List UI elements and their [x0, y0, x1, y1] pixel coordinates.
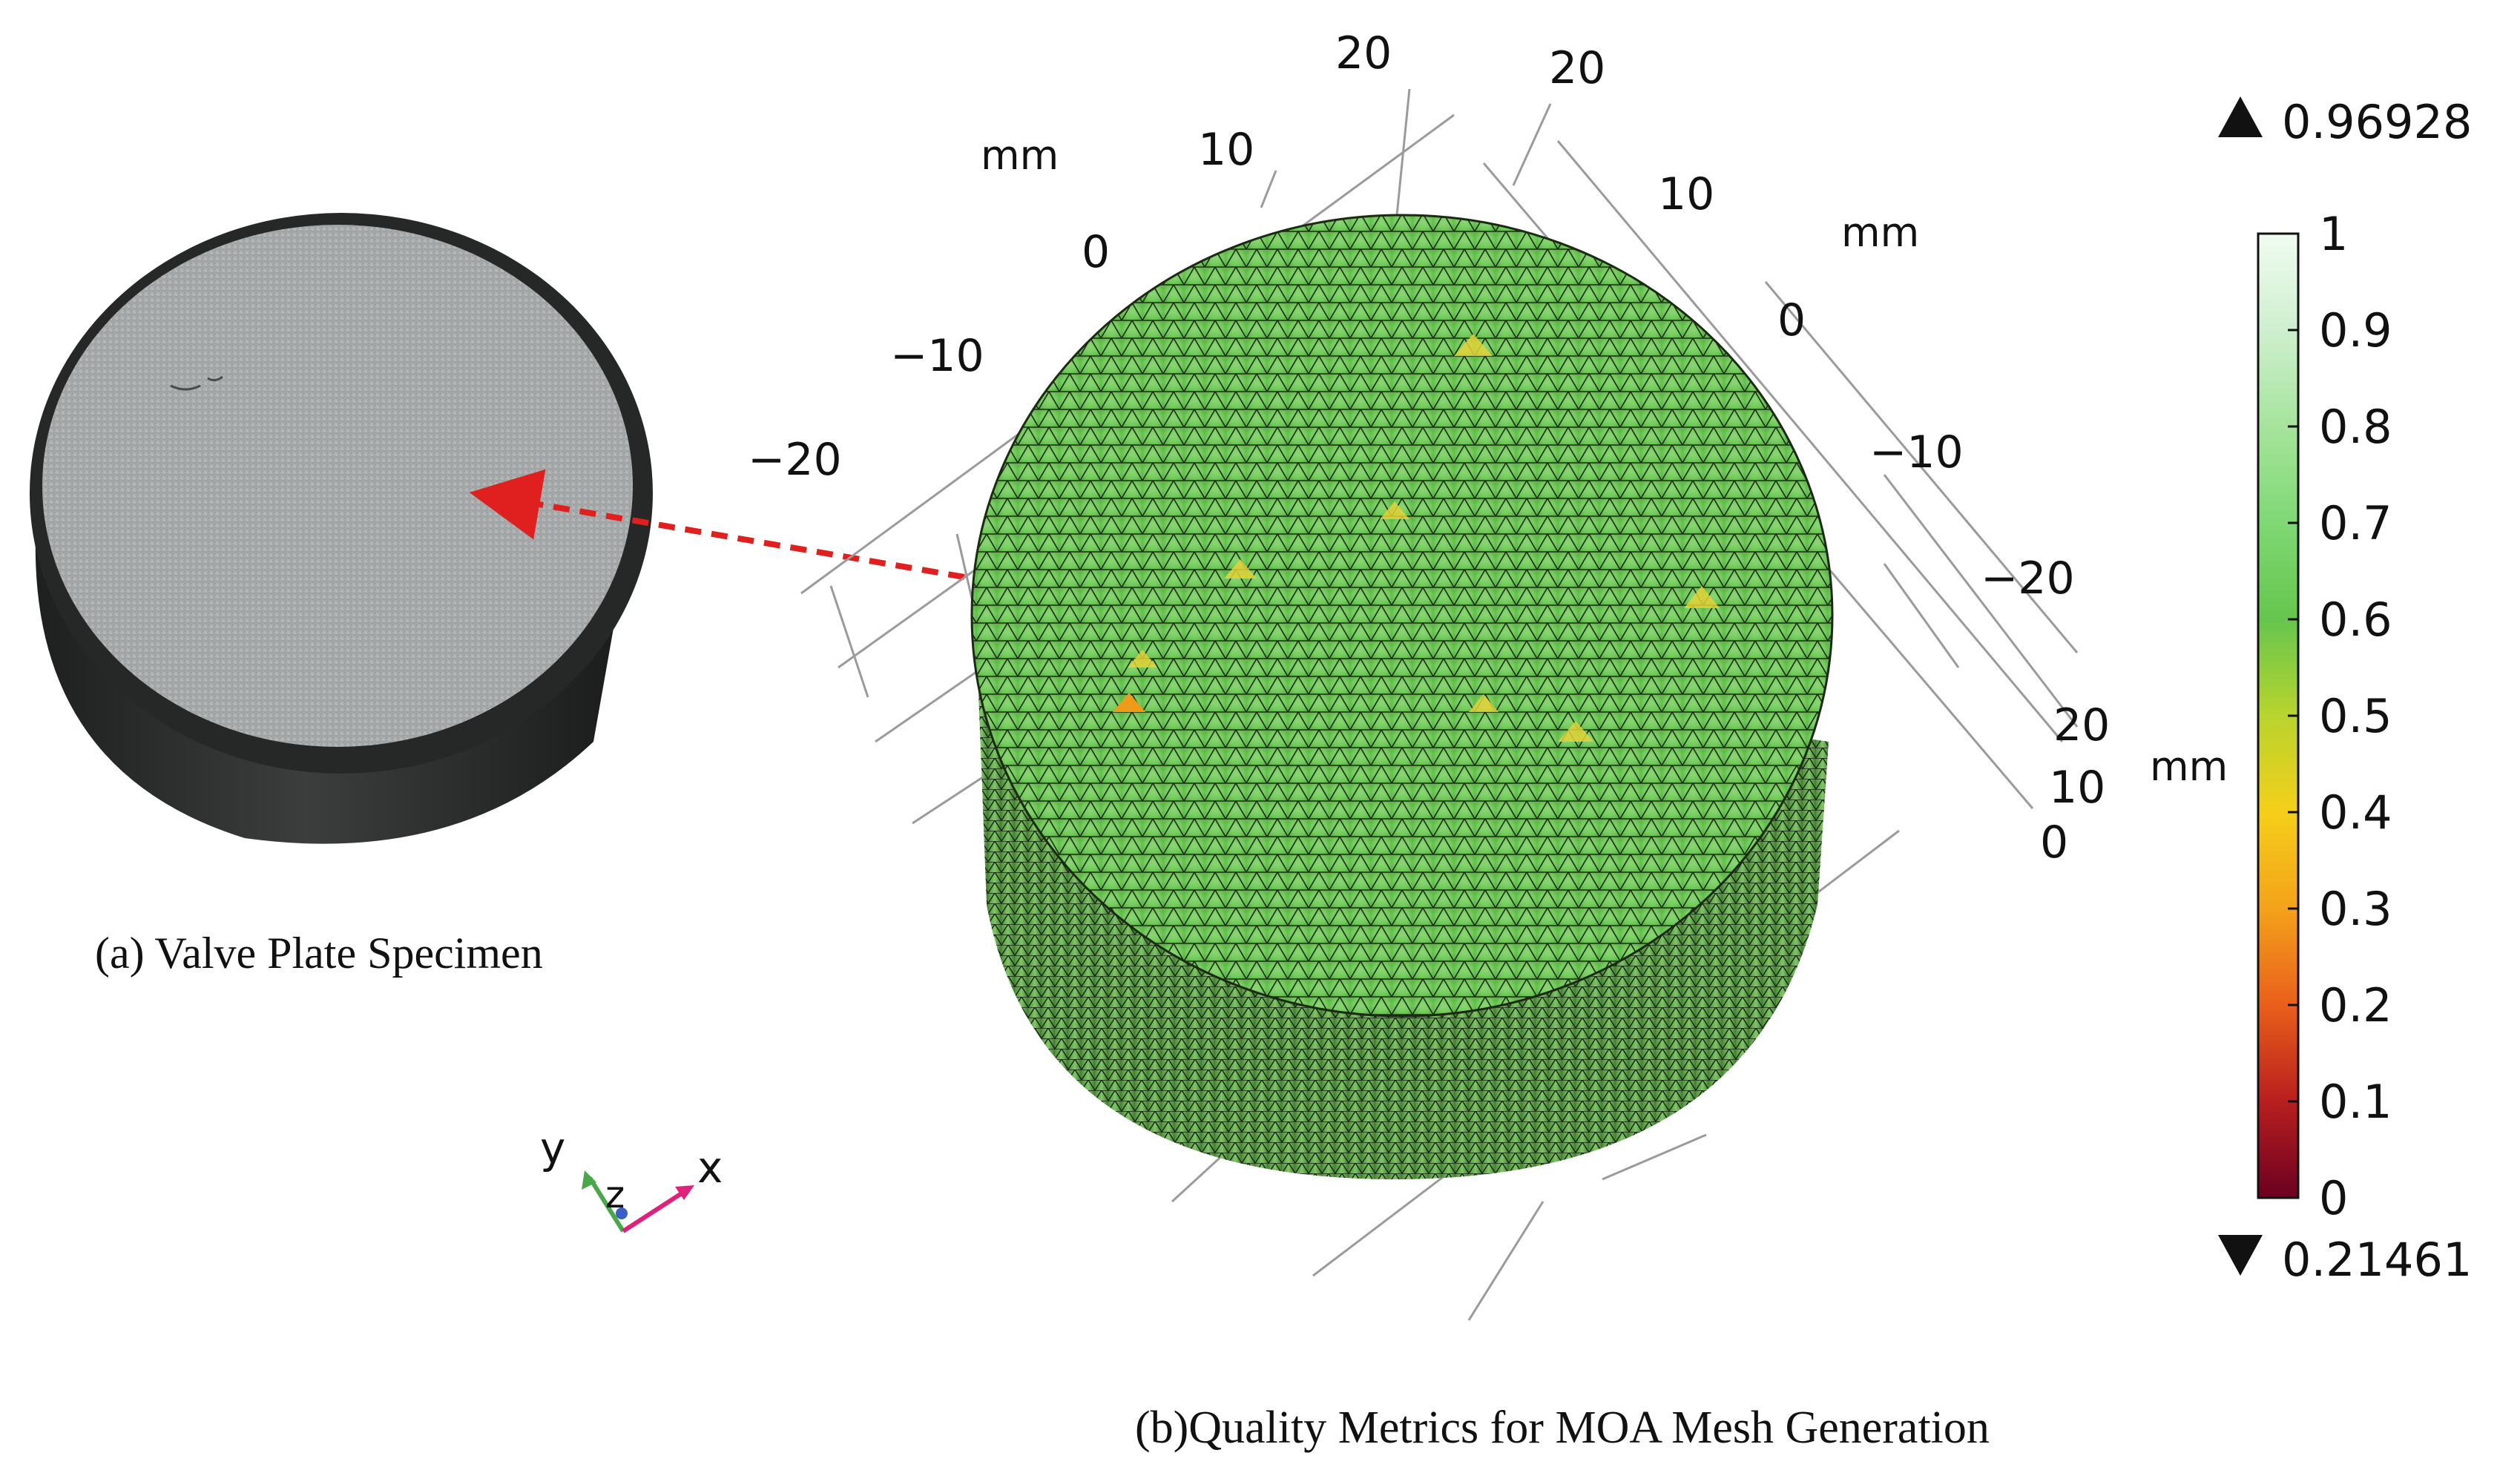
pointer-arrow — [469, 469, 965, 580]
cb-tick-0.5: 0.5 — [2319, 689, 2392, 743]
cb-tick-0.9: 0.9 — [2319, 303, 2392, 357]
colorbar: 0.96928 0.21461 1 0.9 0.8 0.7 0.6 0.5 0.… — [2218, 95, 2472, 1287]
unit-left: mm — [981, 132, 1059, 179]
tick-left-0: 0 — [1082, 226, 1110, 278]
tick-right-20: 20 — [1549, 42, 1605, 94]
mesh-model — [970, 214, 1834, 1179]
max-triangle-icon — [2218, 96, 2263, 137]
tick-right-10: 10 — [1658, 168, 1714, 220]
tick-left-minus20: −20 — [748, 434, 842, 486]
specimen-photo — [30, 213, 653, 844]
unit-vert: mm — [2150, 743, 2228, 790]
tick-left-20: 20 — [1335, 27, 1392, 79]
cb-tick-0.2: 0.2 — [2319, 978, 2392, 1032]
axis-triad: y z x — [540, 1123, 723, 1233]
right-axis-ticks: 20 10 0 −10 −20 mm — [1549, 42, 2075, 604]
tick-vert-10: 10 — [2049, 762, 2105, 814]
tick-right-minus10: −10 — [1869, 426, 1964, 478]
triad-y-label: y — [540, 1123, 565, 1173]
tick-left-10: 10 — [1198, 124, 1254, 176]
tick-left-minus10: −10 — [890, 330, 984, 382]
triad-z-label: z — [605, 1173, 625, 1216]
cb-tick-1: 1 — [2319, 207, 2348, 261]
cb-tick-0.6: 0.6 — [2319, 593, 2392, 647]
vertical-axis-ticks: 20 10 0 mm — [2040, 699, 2228, 869]
colorbar-max: 0.96928 — [2282, 95, 2472, 149]
colorbar-min: 0.21461 — [2282, 1233, 2472, 1287]
caption-a: (a) Valve Plate Specimen — [95, 929, 543, 978]
cb-tick-0.3: 0.3 — [2319, 882, 2392, 936]
caption-b: (b)Quality Metrics for MOA Mesh Generati… — [1135, 1403, 1990, 1453]
cb-tick-0.4: 0.4 — [2319, 785, 2392, 840]
triad-x-label: x — [697, 1142, 723, 1193]
left-axis-ticks: 20 10 0 −10 −20 mm — [748, 27, 1392, 486]
tick-vert-20: 20 — [2053, 699, 2110, 751]
cb-tick-0.1: 0.1 — [2319, 1075, 2392, 1129]
tick-right-minus20: −20 — [1981, 553, 2075, 604]
min-triangle-icon — [2218, 1235, 2263, 1276]
tick-vert-0: 0 — [2040, 817, 2068, 869]
tick-right-0: 0 — [1777, 294, 1806, 346]
cb-tick-0.7: 0.7 — [2319, 496, 2392, 550]
cb-tick-0.8: 0.8 — [2319, 400, 2392, 454]
unit-right: mm — [1841, 209, 1919, 256]
cb-tick-0: 0 — [2319, 1171, 2348, 1225]
